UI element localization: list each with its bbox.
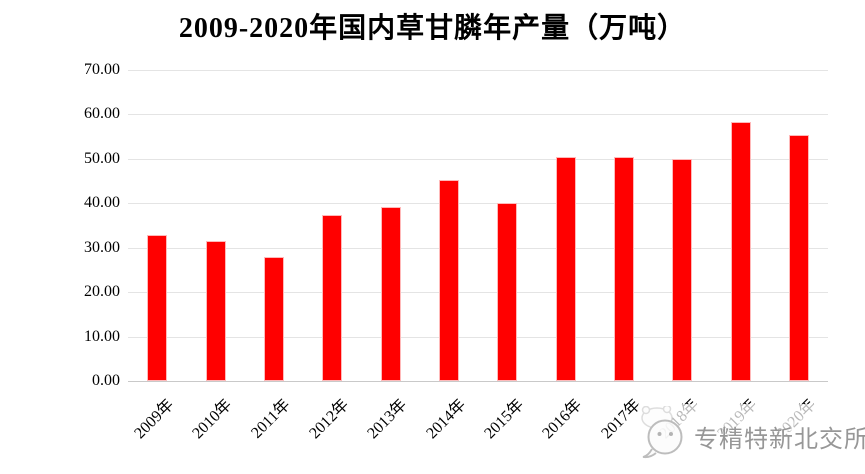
y-axis-tick-label: 20.00: [84, 283, 120, 301]
y-axis-tick-label: 50.00: [84, 149, 120, 167]
y-axis-tick-label: 0.00: [92, 372, 120, 389]
watermark-text: 专精特新北交所: [694, 426, 865, 453]
x-axis-tick-label: 2012年: [306, 396, 353, 443]
x-axis-tick-label: 2014年: [423, 396, 470, 443]
bar-2018年: [672, 159, 693, 381]
gridline: [128, 292, 828, 294]
x-axis-tick-label: 2011年: [248, 396, 295, 442]
bar-2014年: [438, 180, 459, 381]
chart-title: 2009-2020年国内草甘膦年产量（万吨）: [178, 13, 687, 44]
x-axis-tick-label: 2016年: [539, 396, 586, 443]
gridline: [128, 158, 828, 160]
bar-2013年: [380, 207, 401, 381]
chat-face-icon: [638, 404, 692, 467]
bar-2020年: [788, 135, 809, 381]
gridline: [128, 70, 828, 71]
y-axis-tick-label: 10.00: [84, 327, 120, 345]
bar-2016年: [555, 156, 576, 381]
y-axis-tick-label: 30.00: [84, 238, 120, 256]
watermark: 专精特新北交所: [638, 404, 865, 468]
bar-2019年: [730, 121, 751, 381]
y-axis-tick-label: 60.00: [84, 105, 120, 123]
x-axis-tick-label: 2010年: [189, 396, 236, 443]
bar-2015年: [497, 202, 518, 381]
y-axis-tick-label: 40.00: [84, 194, 120, 212]
gridline: [128, 381, 828, 382]
gridline: [128, 247, 828, 249]
gridline: [128, 203, 828, 205]
x-axis-tick-label: 2015年: [481, 396, 528, 443]
gridline: [128, 336, 828, 338]
bar-2010年: [205, 241, 226, 381]
bar-2009年: [147, 235, 168, 381]
gridline: [128, 114, 828, 116]
x-axis-tick-label: 2009年: [131, 396, 178, 443]
y-axis-tick-label: 70.00: [84, 61, 120, 78]
bar-2017年: [613, 156, 634, 381]
bar-2012年: [322, 215, 343, 381]
x-axis-tick-label: 2013年: [364, 396, 411, 443]
bar-2011年: [263, 256, 284, 381]
